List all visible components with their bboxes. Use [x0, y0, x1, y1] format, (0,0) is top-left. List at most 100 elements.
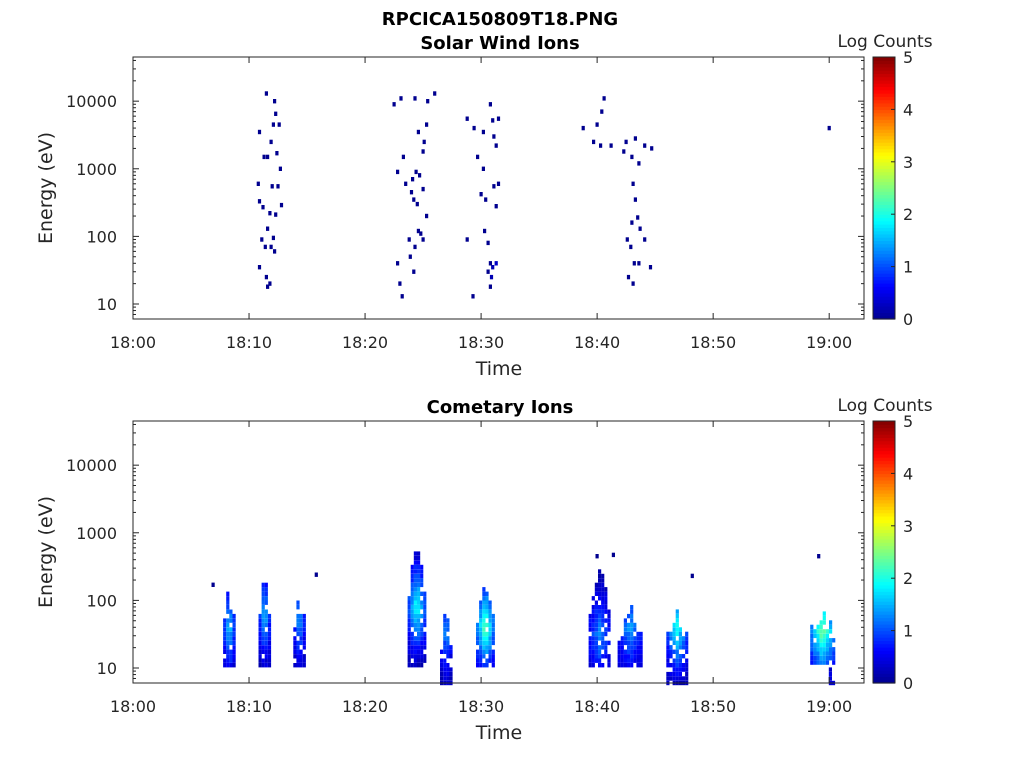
heatmap-cell — [417, 627, 421, 632]
heatmap-cell — [672, 658, 676, 663]
heatmap-cell — [630, 663, 634, 668]
heatmap-cell — [278, 166, 282, 171]
heatmap-cell — [479, 605, 483, 610]
heatmap-cell — [485, 613, 489, 619]
heatmap-cell — [678, 676, 682, 681]
heatmap-cell — [410, 613, 414, 619]
heatmap-cell — [443, 676, 447, 681]
heatmap-cell — [682, 667, 686, 672]
x-tick-label: 18:40 — [574, 333, 620, 352]
heatmap-cell — [829, 642, 833, 647]
heatmap-cell — [277, 122, 281, 127]
heatmap-cell — [417, 587, 421, 592]
heatmap-cell — [685, 671, 689, 677]
heatmap-cell — [832, 647, 836, 652]
heatmap-cell — [261, 649, 265, 654]
heatmap-cell — [678, 654, 682, 659]
heatmap-cell — [636, 663, 640, 668]
colorbar-swatch — [873, 227, 895, 232]
heatmap-cell — [639, 658, 643, 663]
x-tick-label: 18:00 — [110, 333, 156, 352]
heatmap-cell — [810, 638, 814, 643]
heatmap-cell — [232, 622, 236, 628]
heatmap-cell — [423, 636, 427, 641]
heatmap-cell — [623, 658, 627, 663]
heatmap-cell — [482, 618, 486, 623]
heatmap-cell — [229, 613, 233, 619]
heatmap-cell — [488, 600, 492, 605]
heatmap-cell — [598, 618, 602, 623]
heatmap-cell — [482, 591, 486, 596]
plot-area-solar-wind[interactable] — [133, 57, 864, 319]
heatmap-cell — [440, 676, 444, 681]
heatmap-cell — [591, 640, 595, 646]
heatmap-cell — [302, 613, 306, 619]
colorbar-swatch — [873, 266, 895, 271]
heatmap-cell — [822, 642, 826, 647]
heatmap-cell — [413, 591, 417, 596]
heatmap-cell — [594, 654, 598, 659]
heatmap-cell — [591, 622, 595, 628]
heatmap-cell — [819, 647, 823, 652]
heatmap-cell — [607, 613, 611, 619]
colorbar-swatch — [873, 204, 895, 209]
heatmap-cell — [682, 645, 686, 650]
heatmap-cell — [413, 569, 417, 574]
heatmap-cell — [488, 284, 492, 289]
heatmap-cell — [476, 622, 480, 628]
heatmap-cell — [669, 663, 673, 668]
heatmap-cell — [685, 663, 689, 668]
heatmap-cell — [476, 640, 480, 646]
y-axis-label-cometary: Energy (eV) — [35, 496, 57, 608]
colorbar-swatch — [873, 207, 895, 212]
heatmap-cell — [256, 181, 260, 186]
heatmap-cell — [819, 651, 823, 656]
heatmap-cell — [666, 636, 670, 641]
colorbar-swatch — [873, 57, 895, 61]
colorbar-swatch — [873, 201, 895, 205]
heatmap-cell — [443, 622, 447, 628]
heatmap-cell — [675, 627, 679, 632]
heatmap-cell — [412, 269, 416, 274]
colorbar-tick-label: 4 — [903, 100, 913, 119]
heatmap-cell — [410, 605, 414, 610]
heatmap-cell — [604, 587, 608, 592]
heatmap-cell — [595, 554, 599, 559]
heatmap-cell — [604, 605, 608, 610]
heatmap-cell — [293, 654, 297, 659]
colorbar-swatch — [873, 571, 895, 576]
heatmap-cell — [637, 261, 641, 266]
heatmap-cell — [630, 618, 634, 623]
heatmap-cell — [417, 555, 421, 561]
heatmap-cell — [413, 649, 417, 654]
colorbar-swatch — [873, 453, 895, 458]
colorbar-swatch — [873, 210, 895, 215]
heatmap-cell — [446, 645, 450, 650]
colorbar-swatch — [873, 479, 895, 484]
y-axis-label-solar-wind: Energy (eV) — [35, 132, 57, 244]
heatmap-cell — [666, 649, 670, 654]
heatmap-cell — [476, 663, 480, 668]
plot-area-cometary[interactable] — [133, 421, 864, 683]
axes-cometary: 18:00 18:10 18:20 18:30 18:40 18:50 19:00 10 100… — [66, 420, 865, 716]
heatmap-cell — [407, 622, 411, 628]
heatmap-cell — [672, 676, 676, 681]
heatmap-cell — [636, 640, 640, 646]
heatmap-cell — [482, 609, 486, 614]
colorbar-swatch — [873, 89, 895, 94]
colorbar-swatch — [873, 486, 895, 491]
heatmap-cell — [472, 125, 476, 131]
heatmap-cell — [449, 667, 453, 672]
heatmap-cell — [420, 591, 424, 596]
heatmap-cell — [440, 663, 444, 668]
heatmap-cell — [296, 663, 300, 668]
heatmap-cell — [630, 622, 634, 628]
heatmap-cell — [594, 582, 598, 588]
heatmap-cell — [623, 640, 627, 646]
heatmap-cell — [588, 654, 592, 659]
heatmap-cell — [484, 197, 488, 202]
heatmap-cell — [604, 631, 608, 637]
heatmap-cell — [832, 656, 836, 661]
heatmap-cell — [816, 656, 820, 661]
heatmap-cell — [417, 582, 421, 588]
